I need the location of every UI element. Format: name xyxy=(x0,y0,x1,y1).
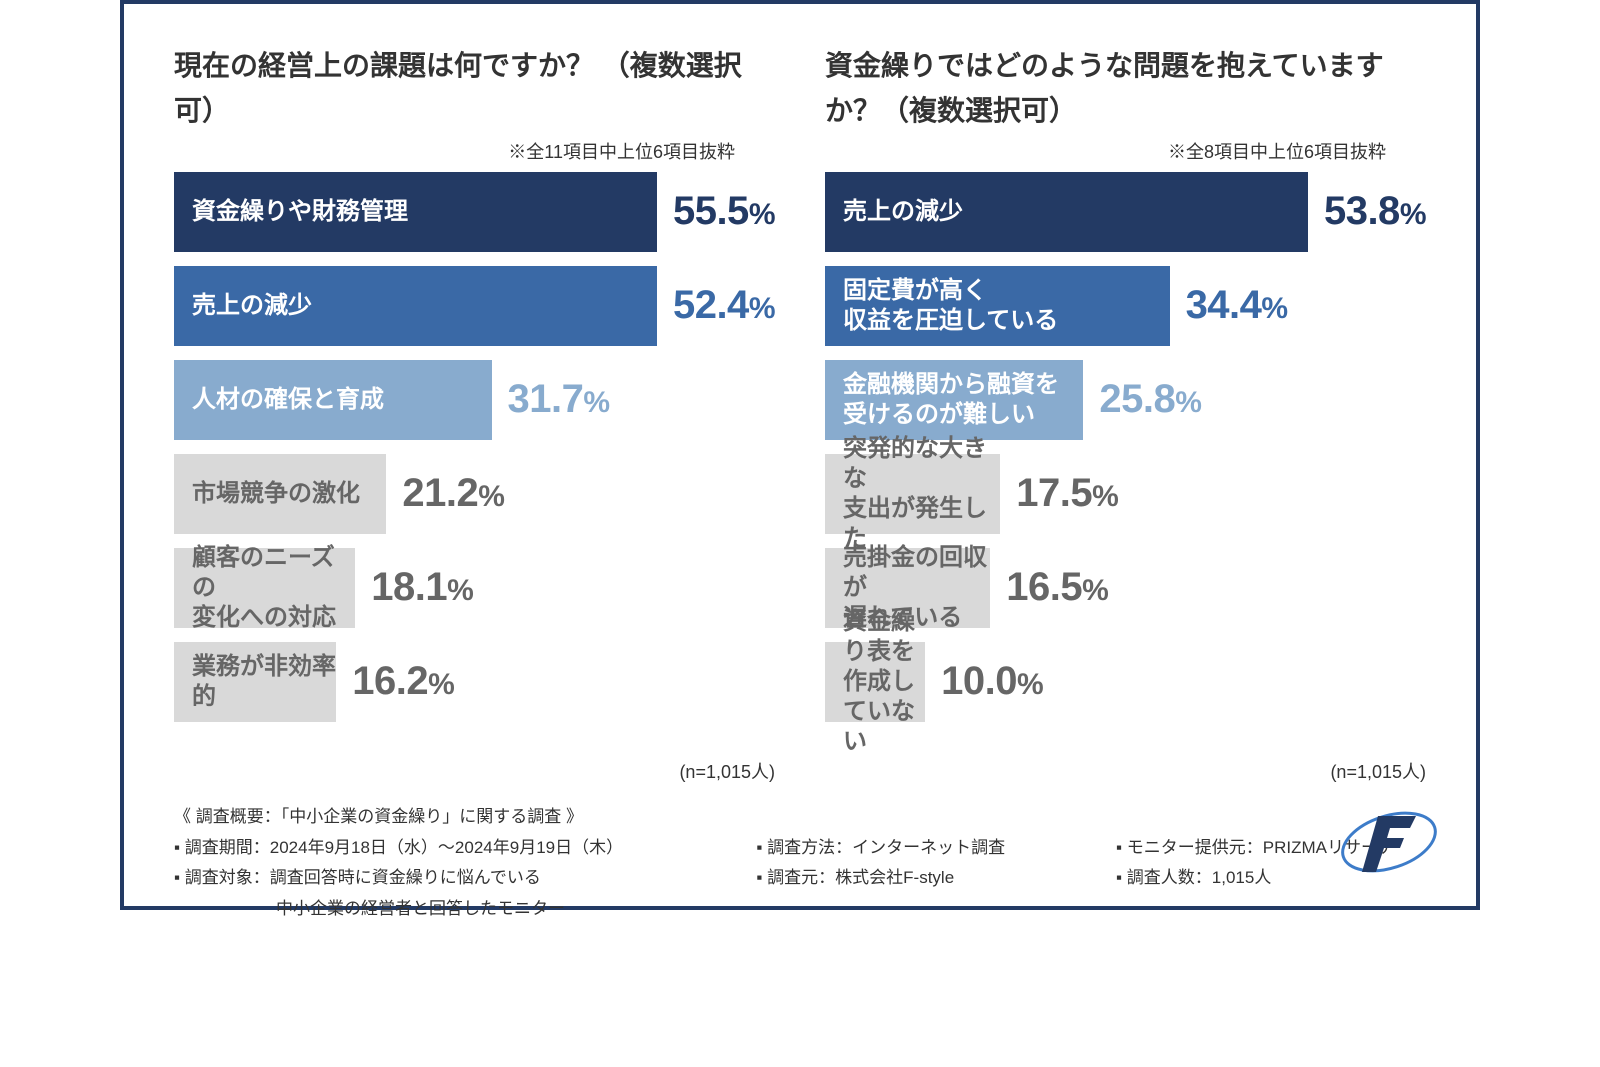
bar-percent: 16.2% xyxy=(352,659,454,704)
left-note: ※全11項目中上位6項目抜粋 xyxy=(174,138,775,164)
bar-percent: 21.2% xyxy=(402,471,504,516)
bar: 業務が非効率的 xyxy=(174,642,336,722)
bar-percent: 53.8% xyxy=(1324,189,1426,234)
meta-col-b: ▪ 調査方法：インターネット調査 ▪ 調査元：株式会社F-style xyxy=(756,833,1076,925)
right-question-title: 資金繰りではどのような問題を抱えていますか？（複数選択可） xyxy=(825,44,1426,134)
bar-percent: 16.5% xyxy=(1006,565,1108,610)
bar: 固定費が高く 収益を圧迫している xyxy=(825,266,1170,346)
bar-percent: 18.1% xyxy=(371,565,473,610)
left-n-value: (n=1,015人) xyxy=(679,758,775,784)
chart-columns: 現在の経営上の課題は何ですか？ （複数選択可） ※全11項目中上位6項目抜粋 資… xyxy=(174,44,1426,784)
bar-percent: 10.0% xyxy=(941,659,1043,704)
bar-percent: 31.7% xyxy=(508,377,610,422)
bar-percent: 25.8% xyxy=(1099,377,1201,422)
bar: 売上の減少 xyxy=(174,266,657,346)
infographic-frame: 現在の経営上の課題は何ですか？ （複数選択可） ※全11項目中上位6項目抜粋 資… xyxy=(120,0,1480,910)
right-n-value: (n=1,015人) xyxy=(1330,758,1426,784)
bar: 金融機関から融資を 受けるのが難しい xyxy=(825,360,1083,440)
right-bars: 売上の減少 53.8% 固定費が高く 収益を圧迫している 34.4% 金融機関から融資を… xyxy=(825,172,1426,784)
bar-percent: 17.5% xyxy=(1016,471,1118,516)
bar-percent: 34.4% xyxy=(1186,283,1288,328)
survey-meta: 《 調査概要：「中小企業の資金繰り」に関する調査 》 ▪ 調査期間：2024年9… xyxy=(174,802,1426,924)
bar-row: 業務が非効率的 16.2% xyxy=(174,642,775,722)
bar: 人材の確保と育成 xyxy=(174,360,492,440)
bar: 市場競争の激化 xyxy=(174,454,386,534)
bar-row: 顧客のニーズの 変化への対応 18.1% xyxy=(174,548,775,628)
left-bars: 資金繰りや財務管理 55.5% 売上の減少 52.4% 人材の確保と育成 31.7% 市場競… xyxy=(174,172,775,784)
bar: 売上の減少 xyxy=(825,172,1308,252)
left-chart: 現在の経営上の課題は何ですか？ （複数選択可） ※全11項目中上位6項目抜粋 資… xyxy=(174,44,775,784)
right-note: ※全8項目中上位6項目抜粋 xyxy=(825,138,1426,164)
meta-heading: 《 調査概要：「中小企業の資金繰り」に関する調査 》 xyxy=(174,802,1426,833)
bar-row: 金融機関から融資を 受けるのが難しい 25.8% xyxy=(825,360,1426,440)
bar-row: 人材の確保と育成 31.7% xyxy=(174,360,775,440)
bar-row: 売上の減少 52.4% xyxy=(174,266,775,346)
bar: 顧客のニーズの 変化への対応 xyxy=(174,548,355,628)
bar: 突発的な大きな 支出が発生した xyxy=(825,454,1000,534)
left-question-title: 現在の経営上の課題は何ですか？ （複数選択可） xyxy=(174,44,775,134)
bar: 資金繰りや財務管理 xyxy=(174,172,657,252)
bar-percent: 55.5% xyxy=(673,189,775,234)
meta-col-a: ▪ 調査期間：2024年9月18日（水）〜2024年9月19日（木） ▪ 調査対… xyxy=(174,833,716,925)
meta-rows: ▪ 調査期間：2024年9月18日（水）〜2024年9月19日（木） ▪ 調査対… xyxy=(174,833,1426,925)
bar-row: 資金繰りや財務管理 55.5% xyxy=(174,172,775,252)
bar-row: 突発的な大きな 支出が発生した 17.5% xyxy=(825,454,1426,534)
right-chart: 資金繰りではどのような問題を抱えていますか？（複数選択可） ※全8項目中上位6項… xyxy=(825,44,1426,784)
fstyle-logo xyxy=(1334,802,1444,882)
bar-row: 売上の減少 53.8% xyxy=(825,172,1426,252)
bar-row: 市場競争の激化 21.2% xyxy=(174,454,775,534)
bar-row: 資金繰り表を 作成していない 10.0% xyxy=(825,642,1426,722)
bar-row: 固定費が高く 収益を圧迫している 34.4% xyxy=(825,266,1426,346)
bar: 資金繰り表を 作成していない xyxy=(825,642,925,722)
bar-percent: 52.4% xyxy=(673,283,775,328)
